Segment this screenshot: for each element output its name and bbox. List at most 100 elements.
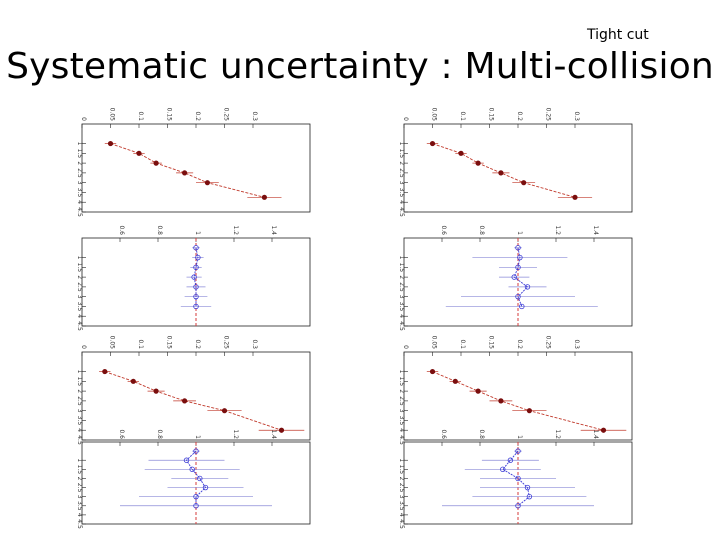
slide-title: Systematic uncertainty : Multi-collision [6,46,714,87]
x-tick-label: 1 [398,142,405,146]
x-tick-label: 4 [398,428,405,432]
axis-frame [81,123,311,213]
y-tick-label: 0.25 [545,108,552,122]
x-tick-label: 3 [76,495,83,499]
data-point [498,170,504,176]
y-tick-label: 1.2 [232,225,239,235]
x-tick-label: 1 [76,370,83,374]
axis-frame [81,237,311,327]
x-tick-label: 1 [76,458,83,462]
x-tick-label: 1 [398,256,405,260]
y-tick-label: 0.3 [573,111,580,121]
data-point [526,408,533,414]
x-tick-label: 1 [398,458,405,462]
data-point [475,388,481,394]
data-point [183,457,190,463]
x-tick-label: 1.5 [76,149,83,159]
data-point [515,245,521,251]
y-tick-label: 0.05 [431,108,438,122]
x-tick-label: 3 [398,181,405,185]
x-tick-label: 3.5 [398,416,405,426]
y-tick-label: 0.6 [440,429,447,439]
x-tick-label: 1 [76,142,83,146]
x-tick-label: 3.5 [398,501,405,511]
x-tick-label: 3.5 [76,302,83,312]
data-point [261,194,267,200]
data-point [429,368,436,375]
plot-panel: 0.6 0.8 1 1.2 1.4 1 1.5 2 2.5 3 3.5 4 4.5 [76,429,311,529]
data-point [191,274,197,280]
data-point [515,475,521,482]
y-tick-label: 0.25 [223,108,230,122]
y-tick-label: 0.6 [118,225,125,235]
data-point [500,466,506,473]
y-tick-label: 0.8 [156,429,163,439]
data-point [600,427,607,433]
x-tick-label: 1.5 [398,263,405,273]
x-tick-label: 4.5 [398,321,405,331]
y-tick-label: 0.3 [251,111,258,121]
data-point [515,448,521,454]
data-point [153,388,159,394]
x-tick-label: 2.5 [76,282,83,292]
x-tick-label: 3 [76,295,83,299]
plot-panel: 0.6 0.8 1 1.2 1.4 1 1.5 2 2.5 3 3.5 4 4.5 [398,225,633,331]
x-tick-label: 4 [398,200,405,204]
data-point [507,457,514,463]
data-point [193,284,199,290]
data-point [458,150,464,156]
x-tick-label: 3.5 [398,302,405,312]
series-line [432,371,604,431]
y-tick-label: 0.1 [137,111,144,121]
data-point [515,503,521,509]
y-tick-label: 1.2 [554,225,561,235]
data-point [524,484,531,491]
y-tick-label: 1.4 [592,225,599,235]
plot-panel: 0.6 0.8 1 1.2 1.4 1 1.5 2 2.5 3 3.5 4 4.5 [398,429,633,529]
y-tick-label: 0.05 [109,336,116,350]
series-line [432,143,576,198]
y-tick-label: 0.2 [516,111,523,121]
data-point [519,303,525,310]
y-tick-label: 0.8 [156,225,163,235]
data-point [202,484,209,491]
data-point [515,264,521,271]
x-tick-label: 4 [398,513,405,517]
x-tick-label: 2.5 [76,483,83,493]
plot-panel: 0 0.05 0.1 0.15 0.2 0.25 0.3 1 1.5 2 2.5 3 3.5 4 4.5 [76,336,311,445]
x-tick-label: 4 [76,513,83,517]
x-tick-label: 4.5 [398,207,405,217]
data-point [107,140,114,147]
x-tick-label: 2.5 [398,396,405,406]
x-tick-label: 4 [398,314,405,318]
cut-label: Tight cut [587,27,649,43]
y-tick-label: 0.05 [431,336,438,350]
series-line [185,450,207,506]
data-point [221,408,228,414]
y-tick-label: 0.1 [137,339,144,349]
x-tick-label: 3 [398,409,405,413]
x-tick-label: 3 [398,495,405,499]
data-point [498,398,504,404]
data-point [517,254,523,261]
x-tick-label: 2.5 [76,396,83,406]
y-tick-label: 1 [194,435,201,439]
data-point [511,274,517,280]
data-point [452,378,458,384]
x-tick-label: 2 [76,275,83,279]
data-point [572,194,578,200]
data-point [182,170,188,176]
data-point [193,493,199,500]
y-tick-label: 0.15 [166,336,173,350]
x-tick-label: 4 [76,314,83,318]
x-tick-label: 3 [76,409,83,413]
y-tick-label: 0 [80,345,87,349]
x-tick-label: 4.5 [76,435,83,445]
axis-frame [403,351,633,441]
x-tick-label: 2 [398,161,405,165]
y-tick-label: 0 [80,117,87,121]
y-tick-label: 0 [402,117,409,121]
y-tick-label: 0.6 [440,225,447,235]
x-tick-label: 4 [76,200,83,204]
y-tick-label: 0.2 [516,339,523,349]
